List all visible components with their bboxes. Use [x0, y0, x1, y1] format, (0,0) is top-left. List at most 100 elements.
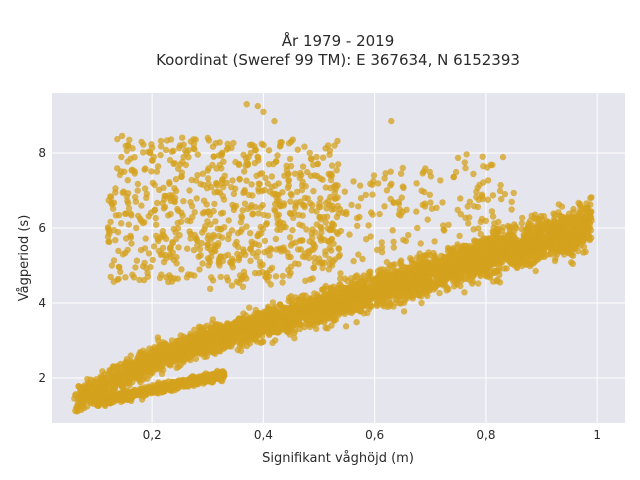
- scatter-point: [408, 256, 415, 264]
- scatter-point: [274, 319, 281, 326]
- scatter-point: [121, 372, 128, 380]
- scatter-point: [215, 372, 222, 380]
- scatter-point: [310, 315, 317, 322]
- scatter-point: [121, 367, 128, 374]
- scatter-point: [518, 220, 525, 227]
- scatter-point: [178, 342, 185, 349]
- scatter-point: [517, 244, 524, 251]
- scatter-point: [545, 219, 553, 226]
- scatter-point: [353, 319, 360, 326]
- scatter-point: [418, 274, 425, 281]
- scatter-point: [489, 247, 496, 254]
- scatter-point: [472, 252, 480, 259]
- scatter-point: [545, 234, 552, 241]
- scatter-point: [257, 311, 264, 319]
- scatter-point: [108, 381, 115, 388]
- scatter-point: [171, 344, 178, 351]
- scatter-point: [221, 333, 229, 340]
- scatter-point: [481, 235, 489, 242]
- scatter-point: [278, 303, 285, 310]
- scatter-point: [266, 320, 273, 328]
- scatter-point: [342, 323, 350, 330]
- scatter-point: [528, 234, 535, 241]
- scatter-point: [391, 261, 398, 268]
- scatter-point: [494, 276, 501, 283]
- scatter-point: [242, 312, 249, 319]
- scatter-point: [232, 319, 239, 326]
- scatter-point: [186, 353, 194, 361]
- scatter-point: [212, 321, 220, 328]
- scatter-point: [142, 388, 150, 396]
- scatter-point: [583, 217, 590, 225]
- scatter-point: [469, 265, 476, 272]
- scatter-point: [197, 323, 204, 331]
- scatter-point: [299, 163, 307, 170]
- scatter-point: [167, 354, 175, 361]
- scatter-point: [514, 251, 521, 258]
- scatter-point: [301, 314, 308, 321]
- scatter-point: [76, 388, 84, 396]
- scatter-point: [303, 226, 310, 233]
- scatter-point: [162, 146, 170, 154]
- scatter-point: [560, 214, 567, 221]
- scatter-point: [421, 252, 428, 259]
- scatter-point: [229, 338, 237, 345]
- scatter-point: [400, 293, 407, 300]
- scatter-point: [132, 370, 139, 377]
- scatter-point: [531, 214, 538, 222]
- scatter-point: [577, 206, 584, 213]
- scatter-point: [407, 273, 415, 280]
- scatter-point: [122, 361, 129, 369]
- scatter-point: [278, 323, 285, 330]
- scatter-point: [245, 321, 253, 328]
- scatter-point: [117, 394, 125, 401]
- scatter-point: [329, 295, 336, 302]
- scatter-point: [122, 274, 129, 281]
- scatter-point: [224, 327, 231, 334]
- scatter-point: [260, 317, 267, 325]
- scatter-point: [508, 248, 515, 256]
- scatter-point: [351, 291, 358, 298]
- scatter-point: [116, 372, 123, 379]
- scatter-point: [517, 258, 525, 265]
- scatter-point: [372, 276, 380, 283]
- scatter-point: [262, 312, 270, 319]
- scatter-point: [269, 339, 276, 346]
- scatter-point: [366, 305, 373, 313]
- scatter-point: [101, 382, 108, 389]
- scatter-point: [83, 383, 91, 390]
- scatter-point: [441, 271, 449, 278]
- scatter-point: [436, 267, 443, 274]
- scatter-point: [503, 265, 510, 272]
- scatter-point: [541, 253, 548, 260]
- scatter-point: [329, 314, 336, 321]
- scatter-point: [352, 273, 359, 280]
- scatter-point: [338, 285, 345, 292]
- scatter-point: [154, 380, 161, 388]
- scatter-point: [249, 329, 257, 337]
- scatter-point: [268, 173, 276, 180]
- scatter-point: [554, 221, 561, 228]
- scatter-point: [257, 339, 264, 346]
- scatter-point: [392, 292, 400, 299]
- scatter-point: [385, 288, 393, 296]
- scatter-point: [466, 271, 473, 278]
- scatter-point: [365, 276, 372, 283]
- scatter-point: [568, 213, 576, 221]
- scatter-point: [513, 264, 521, 272]
- scatter-point: [74, 402, 81, 410]
- scatter-point: [375, 287, 382, 294]
- scatter-point: [588, 194, 595, 201]
- scatter-point: [202, 377, 210, 384]
- scatter-point: [265, 305, 272, 312]
- scatter-point: [386, 278, 394, 286]
- scatter-point: [243, 337, 250, 344]
- scatter-point: [536, 216, 543, 223]
- scatter-point: [261, 186, 268, 194]
- scatter-point: [416, 285, 423, 293]
- scatter-point: [482, 272, 489, 279]
- scatter-point: [560, 226, 567, 234]
- scatter-point: [185, 347, 193, 354]
- scatter-point: [470, 226, 477, 233]
- scatter-point: [438, 279, 446, 287]
